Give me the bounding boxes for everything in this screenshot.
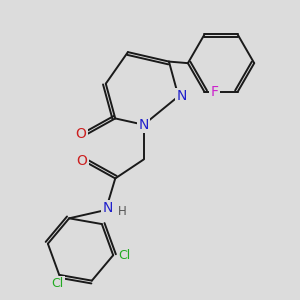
Text: N: N: [176, 89, 187, 103]
Text: Cl: Cl: [118, 249, 130, 262]
Text: O: O: [77, 154, 88, 168]
Text: O: O: [76, 127, 87, 141]
Text: F: F: [211, 85, 219, 99]
Text: H: H: [118, 205, 127, 218]
Text: Cl: Cl: [52, 277, 64, 290]
Text: N: N: [139, 118, 149, 132]
Text: N: N: [102, 201, 112, 215]
